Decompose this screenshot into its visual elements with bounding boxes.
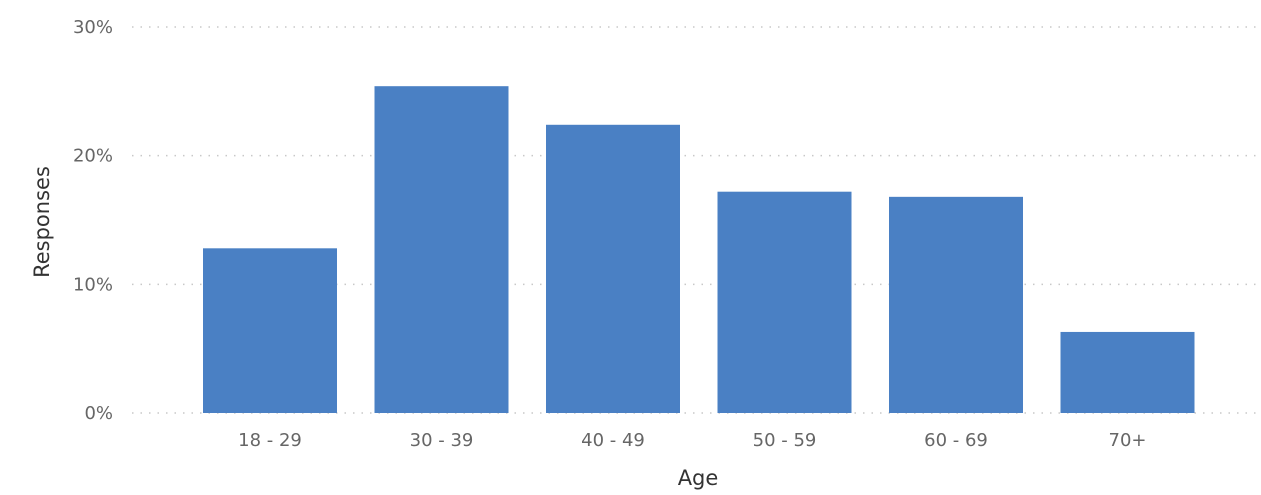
y-axis-ticks: 0% 10% 20% 30% bbox=[73, 17, 113, 424]
y-tick-label: 0% bbox=[84, 403, 113, 424]
x-axis-ticks: 18 - 29 30 - 39 40 - 49 50 - 59 60 - 69 70+ bbox=[238, 430, 1146, 451]
x-tick-label: 50 - 59 bbox=[753, 430, 817, 451]
bar[interactable] bbox=[203, 248, 337, 413]
bar[interactable] bbox=[374, 86, 509, 413]
y-axis-title: Responses bbox=[30, 166, 54, 278]
bar[interactable] bbox=[889, 196, 1023, 413]
x-tick-label: 40 - 49 bbox=[581, 430, 645, 451]
y-tick-label: 10% bbox=[73, 274, 113, 295]
bar[interactable] bbox=[717, 191, 852, 413]
x-tick-label: 60 - 69 bbox=[924, 430, 988, 451]
bar[interactable] bbox=[546, 124, 680, 413]
y-tick-label: 20% bbox=[73, 146, 113, 167]
x-tick-label: 30 - 39 bbox=[410, 430, 474, 451]
bars bbox=[203, 86, 1195, 413]
x-tick-label: 18 - 29 bbox=[238, 430, 302, 451]
x-tick-label: 70+ bbox=[1109, 430, 1147, 451]
x-axis-title: Age bbox=[678, 466, 719, 490]
bar[interactable] bbox=[1060, 331, 1195, 413]
y-tick-label: 30% bbox=[73, 17, 113, 38]
